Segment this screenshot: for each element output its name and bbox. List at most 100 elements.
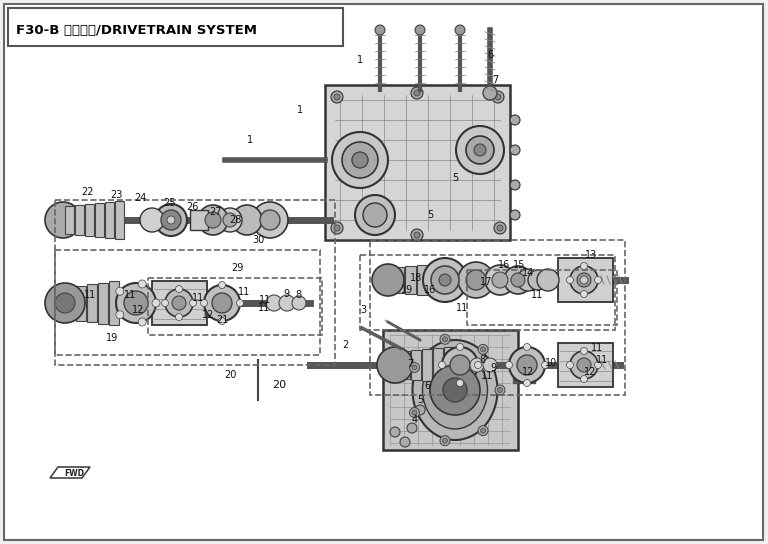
Bar: [433, 348, 443, 382]
Text: 2: 2: [342, 340, 348, 350]
Circle shape: [594, 362, 601, 368]
Text: 12: 12: [521, 367, 535, 377]
Text: F30-B 传动系统/DRIVETRAIN SYSTEM: F30-B 传动系统/DRIVETRAIN SYSTEM: [16, 23, 257, 36]
Circle shape: [152, 299, 160, 307]
Circle shape: [232, 205, 262, 235]
Circle shape: [442, 438, 448, 443]
Bar: [148, 278, 322, 335]
Text: 14: 14: [522, 268, 534, 278]
Circle shape: [176, 313, 183, 320]
Text: 11: 11: [124, 290, 136, 300]
Circle shape: [440, 436, 450, 446]
Text: 11: 11: [531, 290, 543, 300]
Circle shape: [581, 290, 588, 298]
Bar: [417, 265, 428, 295]
Circle shape: [567, 276, 574, 283]
Text: 11: 11: [456, 303, 468, 313]
Circle shape: [412, 410, 417, 415]
Circle shape: [237, 300, 243, 306]
Circle shape: [219, 318, 226, 325]
Circle shape: [517, 269, 539, 291]
Circle shape: [577, 358, 591, 372]
Circle shape: [352, 152, 368, 168]
Text: 18: 18: [410, 273, 422, 283]
Text: 11: 11: [258, 303, 270, 313]
Circle shape: [45, 283, 85, 323]
Bar: [444, 347, 454, 383]
Circle shape: [409, 407, 419, 418]
Text: 10: 10: [545, 358, 557, 368]
Circle shape: [431, 266, 459, 294]
Circle shape: [415, 25, 425, 35]
Circle shape: [212, 293, 232, 313]
Circle shape: [466, 136, 494, 164]
Circle shape: [510, 210, 520, 220]
Circle shape: [223, 213, 237, 227]
Text: 13: 13: [585, 250, 598, 260]
Circle shape: [140, 208, 164, 232]
Circle shape: [581, 263, 588, 269]
Bar: [370, 240, 625, 395]
Bar: [95, 203, 104, 237]
Bar: [405, 266, 416, 294]
Circle shape: [570, 266, 598, 294]
Text: 8: 8: [479, 355, 485, 365]
Circle shape: [456, 343, 464, 350]
Text: 21: 21: [216, 315, 228, 325]
Circle shape: [414, 90, 420, 96]
Circle shape: [260, 210, 280, 230]
Circle shape: [332, 132, 388, 188]
Circle shape: [334, 225, 340, 231]
Text: 23: 23: [110, 190, 122, 200]
Circle shape: [172, 296, 186, 310]
Circle shape: [492, 272, 508, 288]
Text: 11: 11: [596, 355, 608, 365]
Circle shape: [412, 365, 417, 370]
Circle shape: [161, 210, 181, 230]
Circle shape: [355, 195, 395, 235]
Text: 16: 16: [424, 285, 436, 295]
Circle shape: [474, 144, 486, 156]
Text: 6: 6: [487, 50, 493, 60]
Text: 12: 12: [584, 367, 596, 377]
Text: 20: 20: [272, 380, 286, 390]
Bar: [75, 205, 84, 235]
Circle shape: [138, 280, 146, 288]
Circle shape: [331, 91, 343, 103]
Circle shape: [430, 365, 480, 415]
Text: 27: 27: [209, 207, 221, 217]
Circle shape: [456, 126, 504, 174]
Circle shape: [443, 378, 467, 402]
Text: 20: 20: [223, 370, 237, 380]
Bar: [65, 206, 74, 234]
Bar: [65, 287, 75, 319]
Circle shape: [372, 264, 404, 296]
Circle shape: [165, 289, 193, 317]
Text: 1: 1: [247, 135, 253, 145]
Text: 1: 1: [297, 105, 303, 115]
Circle shape: [470, 358, 484, 372]
Circle shape: [414, 232, 420, 238]
Circle shape: [55, 293, 75, 313]
Text: 11: 11: [591, 343, 603, 353]
Circle shape: [475, 362, 482, 368]
Ellipse shape: [422, 351, 488, 429]
Bar: [76, 286, 86, 321]
Bar: [55, 200, 335, 365]
Text: 28: 28: [229, 215, 241, 225]
Circle shape: [511, 273, 525, 287]
Text: 8: 8: [295, 290, 301, 300]
Circle shape: [116, 311, 124, 319]
Bar: [383, 330, 518, 450]
Circle shape: [116, 287, 124, 295]
Circle shape: [498, 387, 502, 393]
Circle shape: [205, 212, 221, 228]
Circle shape: [161, 300, 168, 306]
Circle shape: [497, 225, 503, 231]
Circle shape: [375, 25, 385, 35]
Bar: [411, 350, 421, 380]
Bar: [467, 270, 617, 325]
Circle shape: [334, 94, 340, 100]
Circle shape: [45, 202, 81, 238]
Circle shape: [483, 86, 497, 100]
